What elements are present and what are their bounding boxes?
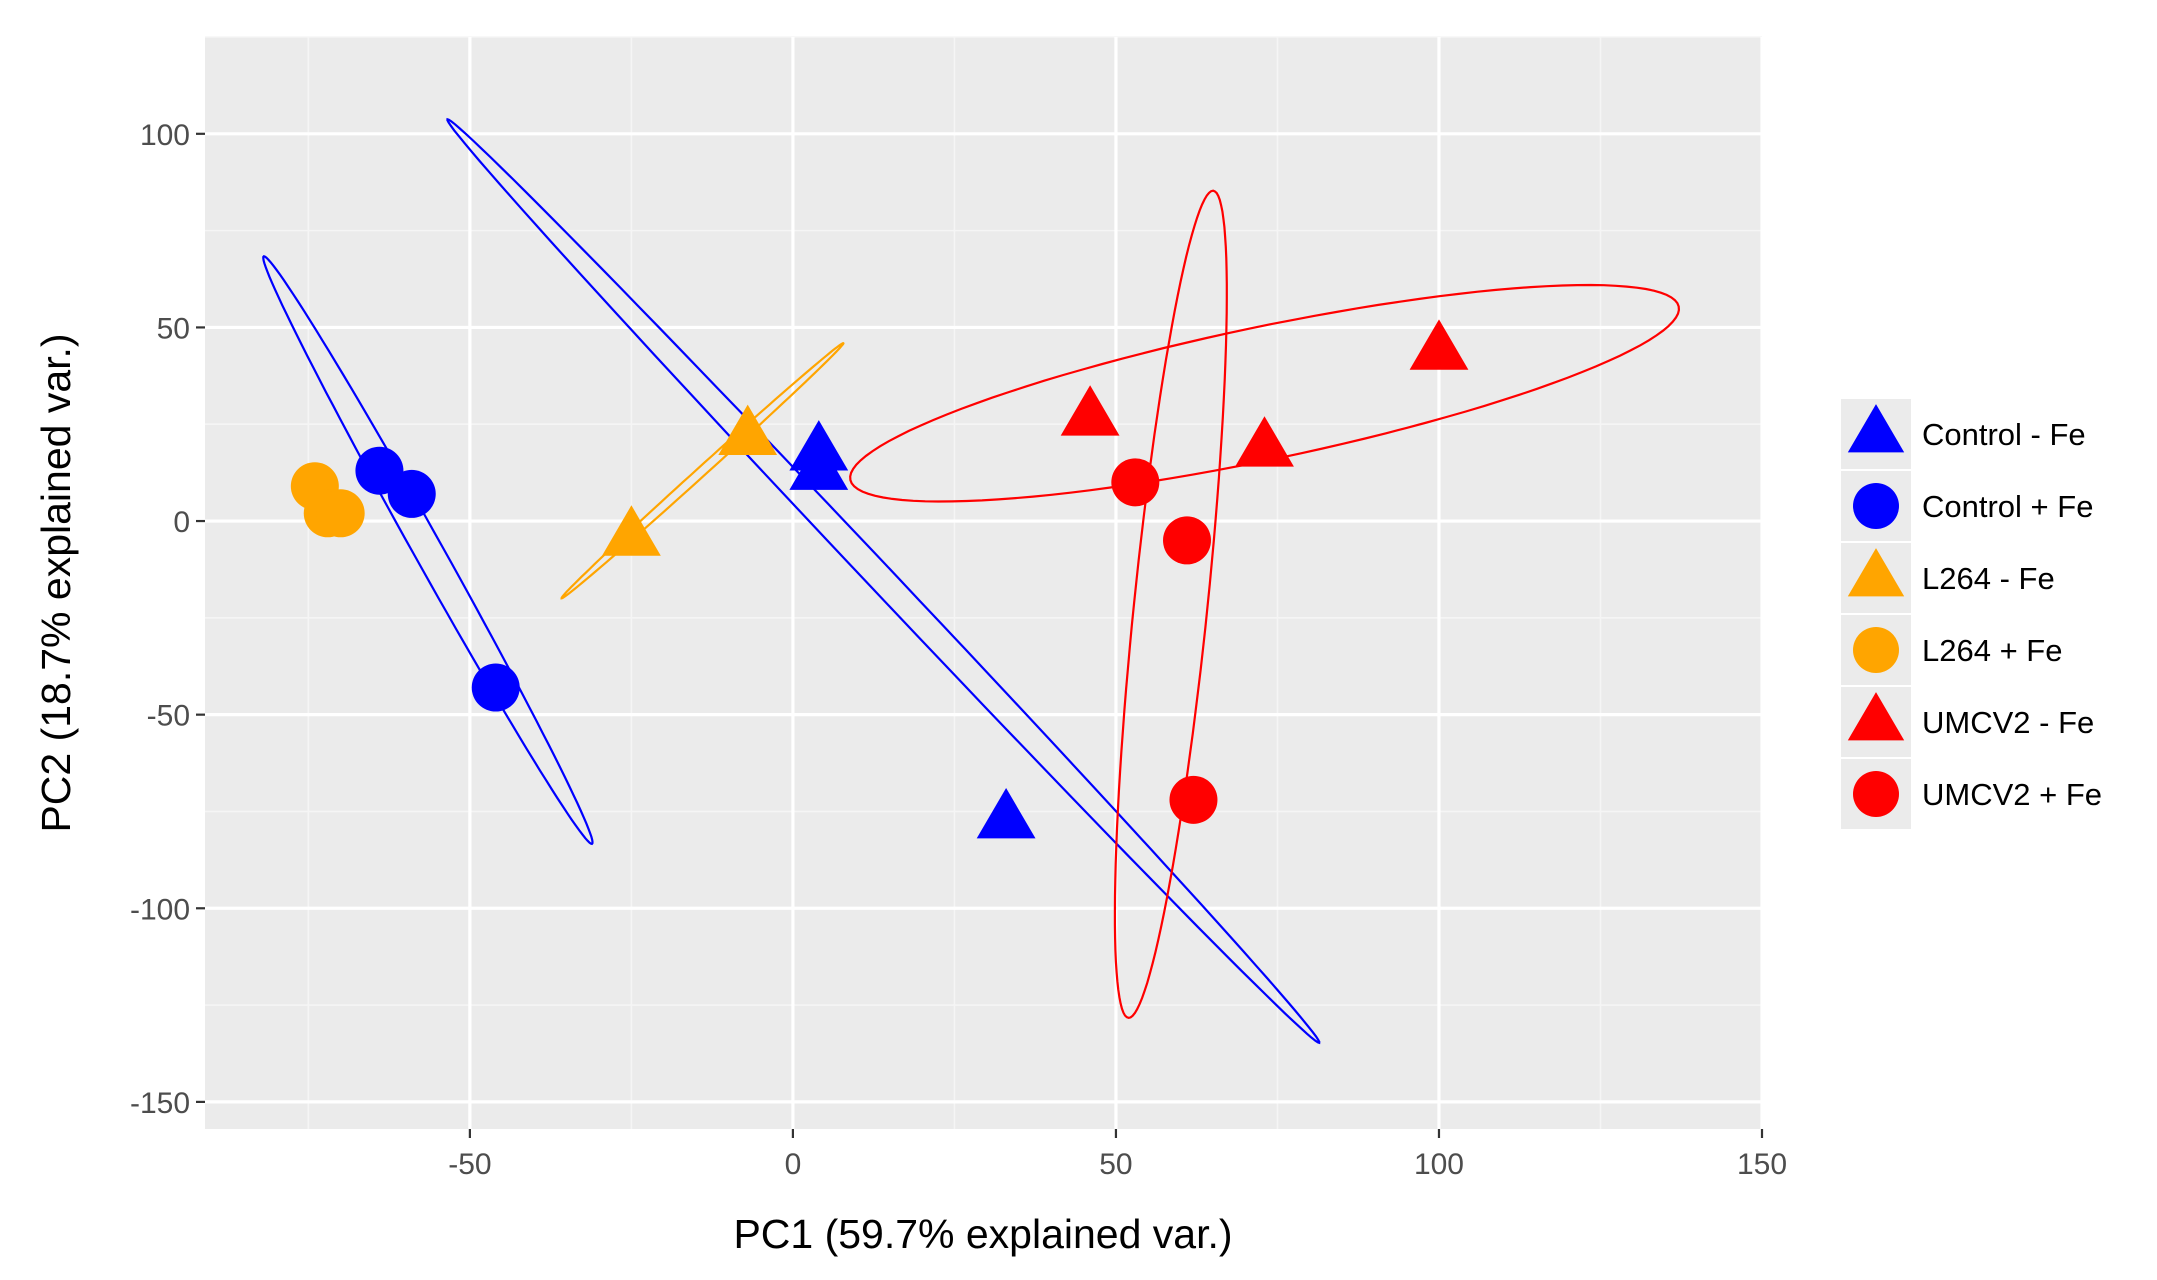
legend-key-marker [1853,771,1899,817]
y-tick-label: 100 [140,119,190,152]
point-umcv2-minus-fe [1060,385,1120,436]
y-axis-ticks: -150 -100 -50 0 50 100 [130,119,205,1120]
plot-panel-background [205,37,1762,1129]
legend-label: Control - Fe [1922,417,2086,452]
legend-key-marker [1847,404,1905,453]
legend: Control - Fe Control + Fe L264 - Fe L264 + … [1839,397,2102,831]
x-tick-label: -50 [448,1148,491,1181]
control-minus-fe-ellipse [446,117,1321,1045]
point-control-plus-fe [387,469,436,518]
point-l264-minus-fe [718,404,778,455]
umcv2-minus-fe-ellipse [849,283,1681,503]
y-axis-title: PC2 (18.7% explained var.) [33,333,79,832]
point-control-minus-fe [976,788,1036,839]
x-tick-label: 50 [1099,1148,1132,1181]
y-tick-label: -100 [130,893,190,926]
legend-label: L264 + Fe [1922,633,2062,668]
x-tick-label: 150 [1737,1148,1787,1181]
minor-gridlines [205,36,1762,1129]
legend-key-marker [1847,692,1905,741]
legend-label: UMCV2 - Fe [1922,705,2094,740]
legend-key-marker [1853,627,1899,673]
point-control-minus-fe [789,439,849,490]
x-axis-ticks: -50 0 50 100 150 [448,1129,1787,1181]
y-tick-label: 50 [157,312,190,345]
y-tick-label: -50 [147,700,190,733]
point-umcv2-plus-fe [1163,516,1212,565]
x-tick-label: 100 [1414,1148,1464,1181]
umcv2-plus-fe-ellipse [1113,189,1228,1020]
y-tick-label: -150 [130,1087,190,1120]
l264-minus-fe-ellipse [560,342,845,600]
legend-label: UMCV2 + Fe [1922,777,2102,812]
point-umcv2-plus-fe [1111,458,1160,507]
x-axis-title: PC1 (59.7% explained var.) [733,1211,1232,1257]
legend-key-marker [1847,548,1905,597]
data-points [290,319,1469,839]
point-umcv2-plus-fe [1169,775,1218,824]
x-tick-label: 0 [785,1148,802,1181]
point-l264-minus-fe [602,505,661,556]
point-control-plus-fe [471,663,520,712]
y-tick-label: 0 [173,506,190,539]
point-umcv2-minus-fe [1235,416,1294,467]
point-l264-plus-fe [316,489,365,538]
legend-key-marker [1853,483,1899,529]
legend-label: L264 - Fe [1922,561,2055,596]
point-umcv2-minus-fe [1409,319,1469,370]
legend-label: Control + Fe [1922,489,2093,524]
